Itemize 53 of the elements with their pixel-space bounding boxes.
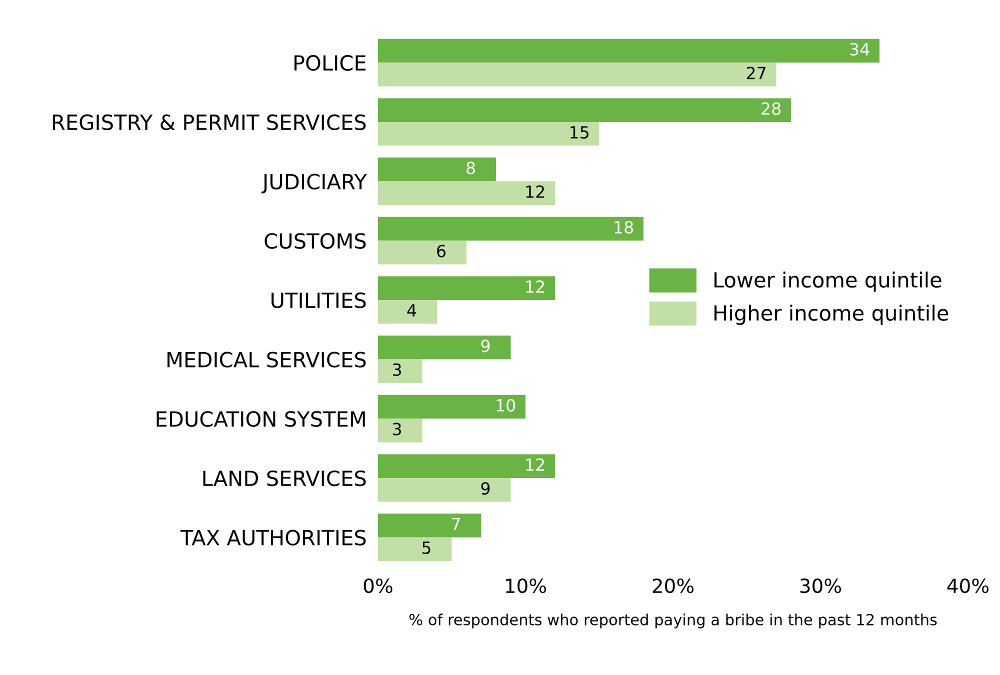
data-label: 15: [570, 126, 588, 139]
data-label: 8: [466, 162, 475, 174]
legend-label: Higher income quintile: [714, 304, 948, 325]
bar: [378, 418, 422, 442]
data-label: 34: [850, 42, 870, 56]
bar: [378, 98, 791, 122]
x-tick-label: 30%: [800, 578, 842, 594]
y-tick-label: TAX AUTHORITIES: [180, 530, 366, 546]
bar: [378, 216, 644, 241]
y-tick-label: CUSTOMS: [264, 233, 366, 249]
bar: [378, 394, 526, 419]
bar: [378, 62, 776, 86]
x-tick-label: 10%: [506, 578, 546, 594]
bar: [378, 336, 511, 360]
bar: [378, 240, 466, 264]
data-label: 3: [392, 363, 401, 376]
data-label: 10: [496, 399, 516, 412]
data-label: 4: [407, 304, 416, 316]
bar: [378, 158, 496, 182]
legend-label: Lower income quintile: [714, 272, 942, 292]
x-tick-label: 40%: [947, 578, 989, 594]
data-label: 7: [452, 518, 460, 530]
x-tick-label: 20%: [652, 578, 694, 594]
y-tick-label: MEDICAL SERVICES: [168, 352, 366, 368]
bar: [378, 122, 600, 146]
x-axis-title: % of respondents who reported paying a bribe in the past 12 months: [409, 614, 937, 628]
data-label: 12: [526, 185, 544, 198]
data-label: 12: [526, 458, 544, 471]
data-label: 9: [481, 340, 490, 352]
bar: [378, 537, 452, 562]
bar: [378, 300, 437, 324]
y-tick-label: LAND SERVICES: [203, 470, 366, 486]
bar: [378, 276, 555, 300]
data-label: 27: [746, 66, 766, 80]
y-tick-label: UTILITIES: [272, 292, 366, 308]
x-tick-label: 0%: [364, 578, 392, 594]
data-label: 18: [614, 220, 634, 234]
bar: [378, 181, 555, 206]
data-label: 6: [437, 244, 446, 258]
data-label: 12: [526, 280, 544, 293]
bar: [378, 38, 880, 63]
bar: [378, 478, 511, 502]
data-label: 5: [422, 542, 430, 554]
y-tick-label: REGISTRY & PERMIT SERVICES: [52, 114, 366, 130]
y-tick-label: JUDICIARY: [261, 174, 367, 194]
data-label: 3: [392, 422, 401, 436]
bar: [378, 514, 482, 538]
bar: [378, 359, 422, 384]
y-tick-label: EDUCATION SYSTEM: [156, 411, 365, 427]
y-tick-label: POLICE: [294, 55, 366, 71]
data-label: 28: [762, 102, 781, 115]
data-label: 9: [481, 482, 490, 495]
bar: [378, 454, 555, 478]
